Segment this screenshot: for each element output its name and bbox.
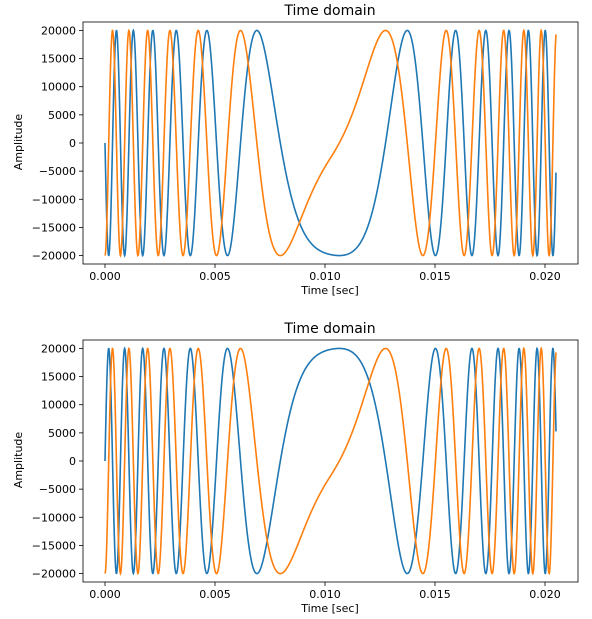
y-tick-label: −20000 (32, 568, 76, 581)
y-tick-label: −15000 (32, 539, 76, 552)
y-tick-label: −10000 (32, 193, 76, 206)
chart-top: Time domain 0.000 0.005 0.010 0.015 0.020 −20… (12, 3, 579, 297)
x-tick-label: 0.005 (199, 270, 231, 283)
y-tick-label: 10000 (41, 81, 76, 94)
y-tick-label: −5000 (39, 483, 76, 496)
x-tick-label: 0.015 (419, 588, 451, 601)
x-tick-label: 0.000 (89, 270, 121, 283)
x-tick-label: 0.020 (529, 588, 561, 601)
x-tick-label: 0.015 (419, 270, 451, 283)
x-tick-label: 0.005 (199, 588, 231, 601)
chart-top-xlabel: Time [sec] (300, 284, 359, 297)
x-tick-label: 0.000 (89, 588, 121, 601)
x-tick-label: 0.010 (309, 588, 341, 601)
y-tick-label: 5000 (48, 109, 76, 122)
y-tick-label: 0 (69, 455, 76, 468)
chart-top-plot-area: 0.000 0.005 0.010 0.015 0.020 −20000 −15000 −10… (32, 21, 579, 283)
y-tick-label: −15000 (32, 221, 76, 234)
chart-top-ylabel: Amplitude (12, 114, 25, 171)
y-tick-label: 5000 (48, 427, 76, 440)
y-tick-label: −5000 (39, 165, 76, 178)
chart-bottom: Time domain 0.000 0.005 0.010 0.015 0.020 −20… (12, 321, 579, 615)
chart-bottom-xlabel: Time [sec] (300, 602, 359, 615)
y-tick-label: 15000 (41, 53, 76, 66)
series-line-1 (104, 28, 557, 258)
y-tick-label: 15000 (41, 371, 76, 384)
series-line-2 (104, 28, 557, 258)
y-tick-label: 10000 (41, 399, 76, 412)
chart-bottom-plot-area: 0.000 0.005 0.010 0.015 0.020 −20000 −15000 −10… (32, 339, 579, 601)
y-tick-label: 0 (69, 137, 76, 150)
series-line-2 (104, 346, 557, 576)
x-tick-label: 0.010 (309, 270, 341, 283)
y-tick-label: 20000 (41, 24, 76, 37)
x-tick-label: 0.020 (529, 270, 561, 283)
y-tick-label: 20000 (41, 342, 76, 355)
y-tick-label: −20000 (32, 250, 76, 263)
series-line-1 (104, 346, 557, 576)
chart-top-title: Time domain (283, 3, 375, 19)
chart-bottom-ylabel: Amplitude (12, 432, 25, 489)
chart-bottom-title: Time domain (283, 321, 375, 337)
y-tick-label: −10000 (32, 511, 76, 524)
